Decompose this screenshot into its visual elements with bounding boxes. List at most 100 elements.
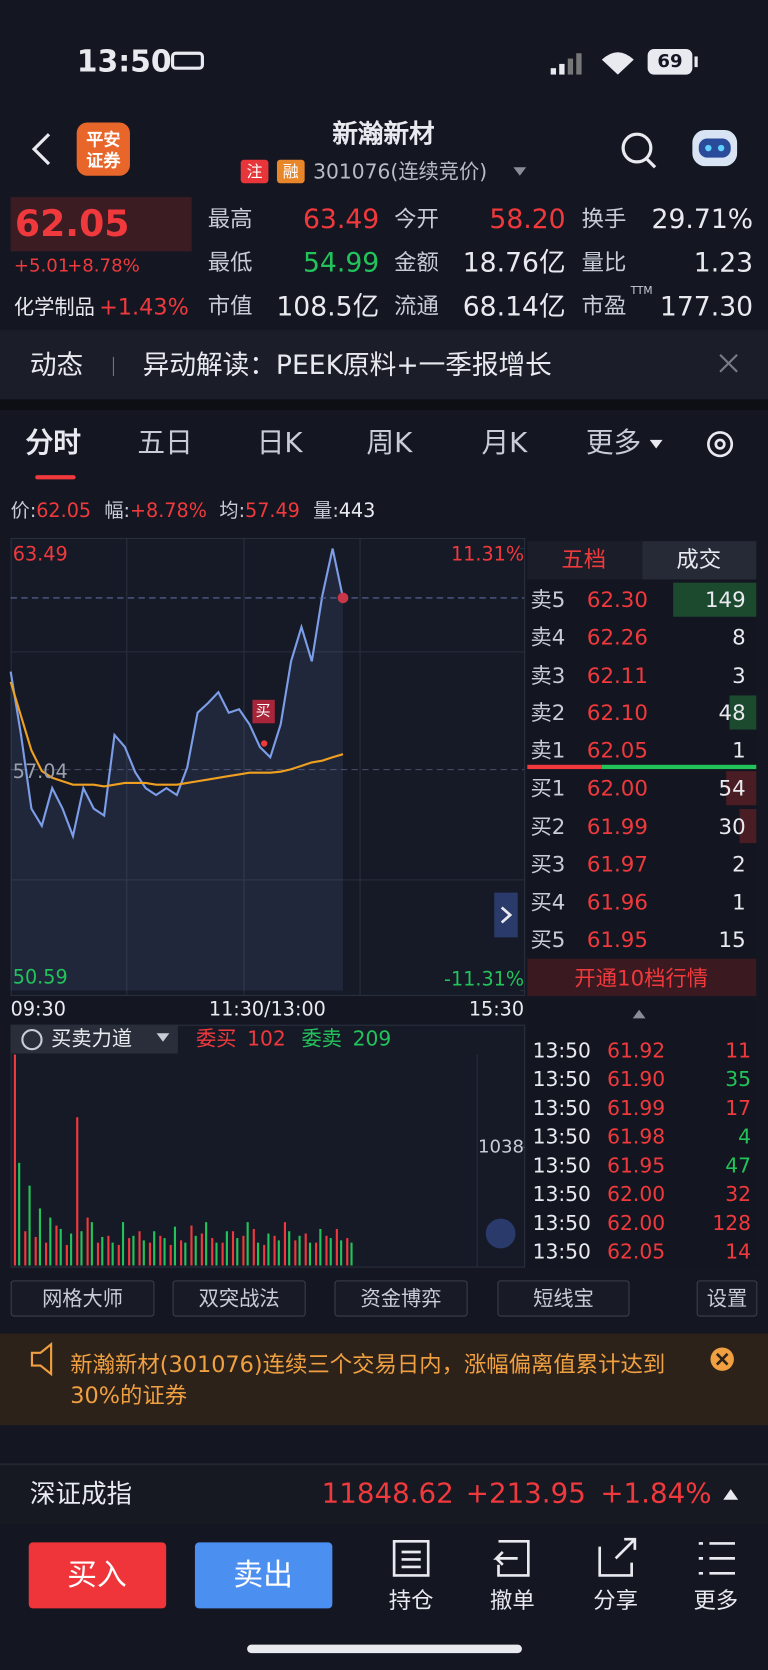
logo [76,122,130,176]
cancel-icon[interactable] [493,1539,530,1577]
field-value: 108.5亿 [276,290,380,322]
nav-label[interactable]: 撤单 [489,1587,535,1614]
sell-label[interactable]: 卖出 [233,1557,293,1593]
x-tick-label: 11:30/13:00 [208,998,326,1021]
tool-label[interactable]: 资金博弈 [360,1287,442,1311]
trade-vol: 17 [725,1096,751,1121]
more-icon[interactable] [698,1542,735,1575]
period-tab[interactable]: 日K [256,427,303,460]
x-tick-label: 09:30 [10,998,66,1021]
info-label: 幅: [104,499,131,523]
search-icon[interactable] [621,132,653,164]
news-tab[interactable]: 动态 [29,349,84,381]
field-label: 最低 [207,249,253,276]
nav-label[interactable]: 持仓 [388,1587,434,1614]
field-value: 54.99 [302,247,380,279]
volume-bar [200,1233,203,1266]
buy-label[interactable]: 买入 [67,1557,127,1593]
close-icon[interactable] [719,353,738,373]
info-icon[interactable] [21,1028,43,1051]
tool-button[interactable] [497,1280,630,1317]
collapse-arrow[interactable] [632,1009,646,1019]
sell-button[interactable] [194,1542,333,1609]
upgrade-text[interactable]: 开通10档行情 [574,965,709,991]
book-label: 买3 [530,851,566,877]
volume-bar [111,1242,114,1266]
expand-panel-button[interactable] [494,892,518,938]
signal-bar [559,63,565,75]
indicator-title[interactable]: 买卖力道 [51,1027,133,1051]
dropdown-icon[interactable] [513,167,527,176]
gear-icon[interactable] [707,431,734,458]
tool-button[interactable] [10,1280,155,1317]
volume-bar [242,1235,245,1266]
trade-time: 13:50 [532,1067,591,1092]
tool-label[interactable]: 双突战法 [198,1287,280,1311]
nav-label[interactable]: 更多 [693,1587,739,1614]
trade-vol: 47 [725,1154,751,1178]
chart-layout-grid [10,537,526,1268]
book-vol: 149 [704,586,746,613]
book-vol: 1 [732,737,746,763]
back-icon[interactable] [31,133,51,166]
period-tab[interactable]: 月K [481,427,528,460]
volume-bar [169,1244,172,1266]
upgrade-button[interactable] [527,958,757,996]
index-name[interactable]: 深证成指 [29,1479,133,1509]
indicator-dropdown[interactable] [156,1033,170,1042]
nav-label[interactable]: 分享 [593,1587,639,1614]
period-tab[interactable]: 分时 [25,427,81,460]
battery-level: 69 [657,50,683,73]
separator [112,356,114,377]
period-tab[interactable]: 周K [366,427,413,460]
tool-button[interactable] [334,1280,468,1317]
trade-price: 61.95 [607,1154,666,1178]
gear-center [714,438,726,450]
volume-bar [236,1238,239,1266]
tool-label[interactable]: 设置 [706,1287,748,1311]
legend-value: 102 [247,1027,286,1051]
volume-bar [107,1235,110,1266]
trade-price: 62.00 [607,1211,666,1236]
book-vol: 3 [732,662,746,688]
field-label: 流通 [394,293,439,319]
fullscreen-button[interactable] [485,1218,516,1249]
volume-bar [263,1244,266,1266]
signal-bar [576,53,582,75]
book-tab[interactable]: 五档 [561,546,607,573]
annotation-box [252,699,275,724]
average-line [9,681,344,788]
bid-separator [601,764,757,770]
buy-button[interactable] [28,1542,167,1609]
depth-bar [726,771,757,806]
order-tab[interactable] [642,541,757,580]
news-text[interactable]: 异动解读：PEEK原料+一季报增长 [142,349,552,381]
period-tab[interactable]: 五日 [137,427,193,460]
volume-bar [184,1242,187,1266]
y2-tick-label: -11.31% [444,968,525,991]
trade-price: 61.98 [607,1125,666,1149]
tool-button[interactable] [172,1280,306,1317]
tool-button[interactable] [696,1280,758,1317]
book-price: 62.00 [586,775,648,802]
order-tab-active[interactable] [527,541,643,580]
position-icon[interactable] [392,1539,430,1577]
stock-code: 301076(连续竞价) [313,160,488,184]
alert-text: 新瀚新材(301076)连续三个交易日内，涨幅偏离值累计达到30%的证券 [70,1351,666,1409]
book-vol: 2 [732,851,746,877]
tool-label[interactable]: 短线宝 [533,1287,594,1311]
volume-bar [283,1222,287,1266]
tool-label[interactable]: 网格大师 [42,1287,124,1311]
book-price: 62.11 [586,662,648,688]
legend-value: 209 [352,1027,392,1051]
robot-eye [717,144,725,152]
index-arrow[interactable] [723,1489,739,1500]
book-tab[interactable]: 成交 [676,546,722,573]
field-value: 68.14亿 [462,290,566,322]
index-value: 11848.62 [321,1477,454,1510]
share-icon[interactable] [598,1537,637,1577]
book-price: 62.10 [586,699,648,726]
period-tab[interactable]: 更多 [585,427,642,460]
signal-bar [567,58,574,75]
